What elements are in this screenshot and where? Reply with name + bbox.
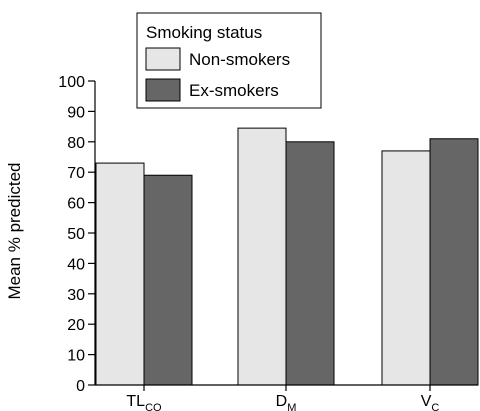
y-axis: 0 10 20 30 40 50 60 70 80 90 100 (58, 74, 96, 395)
y-tick-label: 30 (67, 287, 85, 304)
x-tick-label-main: D (276, 393, 288, 410)
y-tick-label: 80 (67, 135, 85, 152)
x-tick-label: DM (276, 393, 297, 411)
x-tick-label-sub: M (287, 402, 296, 411)
y-tick-label: 70 (67, 165, 85, 182)
legend-title: Smoking status (146, 23, 262, 42)
bars (95, 127, 479, 386)
legend-label: Ex-smokers (189, 81, 279, 100)
bar-non-smokers-v (381, 150, 431, 386)
x-tick-label: TLCO (126, 393, 162, 411)
x-tick-label-sub: C (431, 402, 439, 411)
legend-label: Non-smokers (189, 50, 290, 69)
x-axis: TLCO DM VC (95, 384, 478, 411)
y-tick-label: 20 (67, 317, 85, 334)
y-tick-label: 60 (67, 196, 85, 213)
bar-non-smokers-d (237, 127, 287, 386)
y-tick-label: 10 (67, 348, 85, 365)
bar-ex-smokers-v (429, 138, 479, 386)
bar-non-smokers-tl (95, 162, 145, 386)
y-tick-label: 40 (67, 256, 85, 273)
bar-ex-smokers-d (285, 141, 335, 386)
bar-ex-smokers-tl (143, 174, 193, 386)
x-tick-label-main: TL (126, 393, 145, 410)
y-tick-label: 100 (58, 74, 85, 91)
y-tick-label: 0 (76, 378, 85, 395)
x-tick-label: VC (421, 393, 440, 411)
legend-swatch (145, 78, 181, 102)
legend-swatch (145, 47, 181, 71)
y-tick-label: 90 (67, 104, 85, 121)
y-axis-label: Mean % predicted (5, 162, 24, 299)
y-tick-label: 50 (67, 226, 85, 243)
legend: Smoking status Non-smokers Ex-smokers (136, 12, 322, 109)
x-tick-label-main: V (421, 393, 432, 410)
x-tick-label-sub: CO (145, 402, 162, 411)
